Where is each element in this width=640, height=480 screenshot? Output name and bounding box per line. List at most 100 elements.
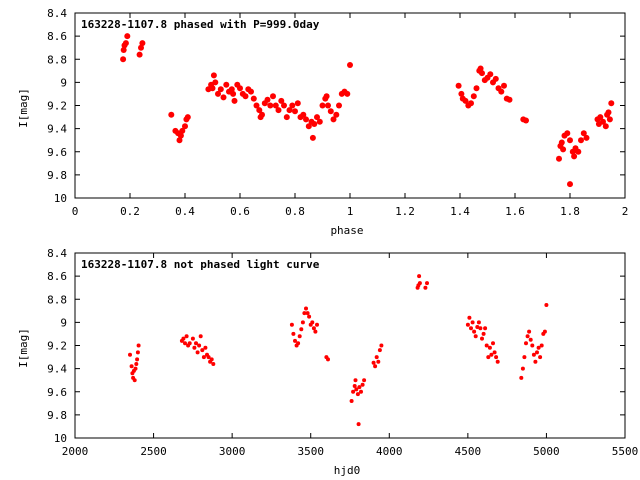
lightcurve-data-point [315, 322, 319, 327]
phased-x-tick-label: 0.8 [285, 205, 305, 218]
lightcurve-x-tick-label: 5000 [533, 445, 560, 458]
lightcurve-panel: 163228-1107.8 not phased light curve hjd… [17, 247, 638, 477]
lightcurve-data-point [355, 392, 360, 397]
phased-data-point [264, 96, 271, 103]
phased-x-axis-label: phase [330, 224, 363, 237]
phased-plot-frame [74, 12, 626, 199]
phased-data-point [120, 47, 127, 53]
lightcurve-data-point [183, 341, 187, 346]
phased-data-point [501, 82, 507, 89]
phased-data-point [182, 123, 188, 130]
phased-data-point [237, 85, 243, 92]
phased-chart-title: 163228-1107.8 phased with P=999.0day [81, 18, 320, 31]
lightcurve-data-point [376, 359, 381, 364]
phased-data-point [325, 102, 331, 109]
lightcurve-data-point [136, 343, 141, 348]
lightcurve-data-point [195, 350, 200, 355]
phased-y-tick-label: 10 [54, 192, 67, 205]
lightcurve-y-ticks: 8.4 8.6 8.8 9 9.2 9.4 9.6 9.8 10 [47, 247, 625, 445]
lightcurve-data-point [472, 329, 477, 334]
lightcurve-data-point [481, 331, 486, 336]
phased-data-point [319, 102, 326, 109]
phased-data-point [455, 82, 462, 89]
lightcurve-data-point [203, 345, 208, 350]
lightcurve-data-point [470, 320, 475, 325]
lightcurve-data-point [528, 337, 533, 342]
phased-data-point [487, 71, 494, 78]
lightcurve-data-point [484, 343, 489, 348]
phased-data-point [602, 123, 609, 130]
phased-data-point [217, 86, 224, 93]
phased-data-point [294, 100, 301, 107]
phased-data-point [311, 121, 318, 127]
lightcurve-data-point [134, 362, 139, 366]
lightcurve-data-point [538, 355, 543, 360]
lightcurve-y-tick-label: 10 [54, 432, 67, 445]
phased-data-point [122, 40, 129, 47]
phased-data-point [578, 137, 584, 144]
phased-data-point [248, 88, 254, 95]
phased-data-point [347, 62, 353, 68]
phased-data-point [556, 155, 562, 162]
phased-data-point [597, 114, 604, 121]
phased-data-point [168, 111, 175, 118]
phased-x-tick-label: 2 [622, 205, 629, 218]
lightcurve-data-point [297, 334, 302, 339]
lightcurve-data-point [357, 385, 362, 390]
phased-data-point [608, 100, 615, 107]
phased-data-point [176, 137, 183, 144]
lightcurve-data-point [209, 357, 214, 362]
lightcurve-data-point [519, 375, 524, 380]
lightcurve-data-point [129, 364, 134, 369]
lightcurve-data-point [198, 334, 203, 339]
phased-data-point [336, 102, 342, 109]
phased-y-tick-label: 9 [60, 76, 67, 89]
lightcurve-data-point [133, 366, 138, 371]
phased-panel: 163228-1107.8 phased with P=999.0day pha… [17, 7, 628, 237]
lightcurve-data-point [211, 362, 216, 366]
lightcurve-x-tick-label: 4000 [376, 445, 403, 458]
phased-data-point [275, 107, 282, 114]
lightcurve-data-point [181, 336, 186, 341]
phased-data-points [120, 33, 615, 188]
lightcurve-data-point [478, 326, 483, 331]
lightcurve-data-point [190, 336, 195, 341]
lightcurve-data-point [539, 343, 544, 348]
phased-data-point [305, 123, 312, 130]
phased-data-point [231, 97, 238, 104]
lightcurve-data-point [379, 343, 384, 348]
lightcurve-data-point [542, 329, 547, 334]
phased-x-tick-label: 1.4 [450, 205, 470, 218]
phased-data-point [564, 130, 571, 137]
lightcurve-data-point [492, 350, 497, 355]
phased-x-tick-label: 0.6 [230, 205, 250, 218]
lightcurve-data-point [486, 355, 491, 360]
phased-data-point [506, 96, 513, 103]
lightcurve-data-point [353, 378, 358, 383]
phased-data-point [316, 118, 323, 125]
lightcurve-x-tick-label: 5500 [612, 445, 639, 458]
lightcurve-y-tick-label: 9 [60, 316, 67, 329]
phased-data-point [209, 85, 216, 92]
phased-data-point [250, 95, 257, 102]
lightcurve-data-point [132, 378, 137, 383]
phased-data-point [120, 56, 127, 63]
lightcurve-data-point [535, 350, 539, 355]
lightcurve-data-point [522, 355, 527, 360]
phased-data-point [523, 117, 529, 124]
lightcurve-data-point [473, 334, 478, 339]
phased-x-tick-label: 0.4 [175, 205, 195, 218]
phased-data-point [479, 70, 485, 77]
lightcurve-data-point [371, 360, 376, 365]
phased-data-point [560, 146, 567, 153]
lightcurve-data-point [293, 338, 297, 343]
lightcurve-data-point [373, 364, 378, 369]
lightcurve-data-point [362, 378, 367, 383]
lightcurve-data-point [377, 348, 382, 353]
lightcurve-data-point [128, 352, 132, 357]
phased-data-point [323, 93, 330, 100]
lightcurve-data-point [359, 389, 363, 394]
lightcurve-y-tick-label: 8.4 [47, 247, 67, 260]
phased-data-point [309, 134, 316, 141]
lightcurve-data-point [423, 285, 428, 290]
